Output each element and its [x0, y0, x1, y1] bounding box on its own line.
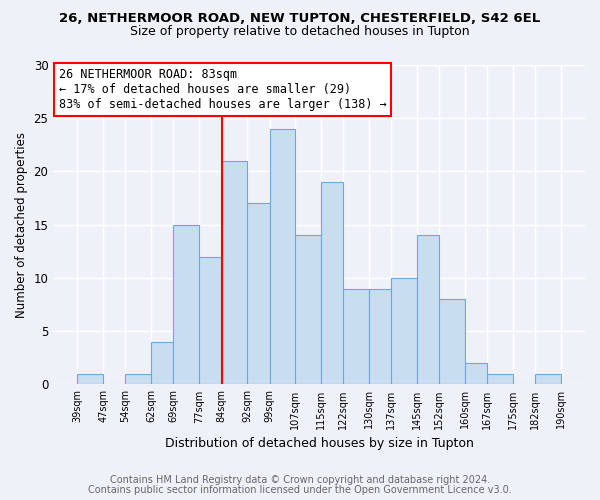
Y-axis label: Number of detached properties: Number of detached properties	[15, 132, 28, 318]
Bar	[417, 236, 439, 384]
Bar	[269, 129, 295, 384]
Bar	[247, 204, 269, 384]
Text: 26, NETHERMOOR ROAD, NEW TUPTON, CHESTERFIELD, S42 6EL: 26, NETHERMOOR ROAD, NEW TUPTON, CHESTER…	[59, 12, 541, 26]
X-axis label: Distribution of detached houses by size in Tupton: Distribution of detached houses by size …	[165, 437, 473, 450]
Bar	[295, 236, 321, 384]
Bar	[343, 288, 369, 384]
Bar	[77, 374, 103, 384]
Bar	[151, 342, 173, 384]
Bar	[487, 374, 513, 384]
Text: 26 NETHERMOOR ROAD: 83sqm
← 17% of detached houses are smaller (29)
83% of semi-: 26 NETHERMOOR ROAD: 83sqm ← 17% of detac…	[59, 68, 386, 111]
Bar	[535, 374, 561, 384]
Text: Contains HM Land Registry data © Crown copyright and database right 2024.: Contains HM Land Registry data © Crown c…	[110, 475, 490, 485]
Text: Size of property relative to detached houses in Tupton: Size of property relative to detached ho…	[130, 25, 470, 38]
Bar	[199, 256, 221, 384]
Bar	[125, 374, 151, 384]
Bar	[221, 161, 247, 384]
Bar	[391, 278, 417, 384]
Bar	[173, 224, 199, 384]
Text: Contains public sector information licensed under the Open Government Licence v3: Contains public sector information licen…	[88, 485, 512, 495]
Bar	[321, 182, 343, 384]
Bar	[439, 299, 465, 384]
Bar	[369, 288, 391, 384]
Bar	[465, 363, 487, 384]
